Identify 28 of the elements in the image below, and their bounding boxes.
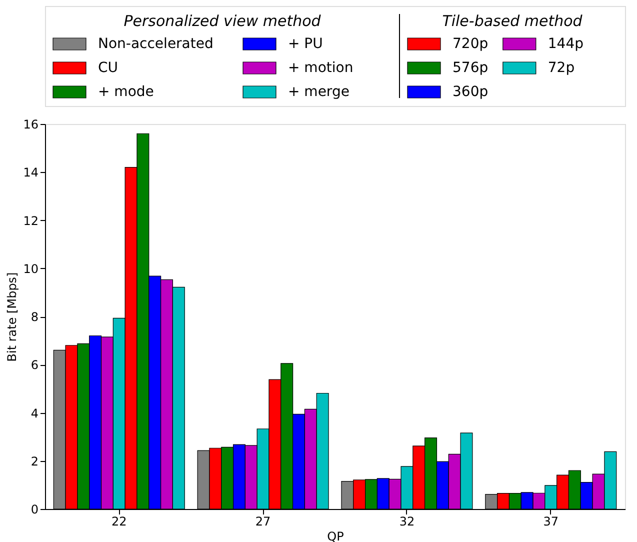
y-tick-label: 0 bbox=[30, 502, 38, 516]
y-tick-label: 8 bbox=[30, 310, 38, 324]
legend-label: + motion bbox=[288, 60, 354, 76]
legend-label: + mode bbox=[98, 84, 154, 100]
y-tick-label: 14 bbox=[23, 166, 38, 180]
y-tick-label: 2 bbox=[30, 454, 38, 468]
y-tick-label: 16 bbox=[23, 118, 38, 132]
x-tick-label: 22 bbox=[111, 514, 127, 528]
y-tick-label: 6 bbox=[30, 358, 38, 372]
y-tick-label: 4 bbox=[30, 406, 38, 420]
legend-label: + merge bbox=[288, 84, 350, 100]
legend-label: + PU bbox=[288, 36, 323, 52]
y-axis-title: Bit rate [Mbps] bbox=[5, 272, 20, 362]
x-tick-label: 37 bbox=[543, 514, 559, 528]
y-tick-label: 10 bbox=[23, 262, 38, 276]
legend-label: CU bbox=[98, 60, 118, 76]
legend-label: 720p bbox=[452, 36, 488, 52]
legend-label: 576p bbox=[452, 60, 488, 76]
legend-label: 144p bbox=[548, 36, 584, 52]
text: Personalized view method bbox=[124, 12, 322, 30]
x-tick-label: 32 bbox=[399, 514, 415, 528]
x-axis-title: QP bbox=[327, 530, 344, 542]
text: Tile-based method bbox=[442, 12, 583, 30]
legend-label: 72p bbox=[548, 60, 575, 76]
legend-label: Non-accelerated bbox=[98, 36, 214, 52]
x-tick-label: 27 bbox=[255, 514, 271, 528]
legend-label: 360p bbox=[452, 84, 488, 100]
y-tick-label: 12 bbox=[23, 214, 38, 228]
